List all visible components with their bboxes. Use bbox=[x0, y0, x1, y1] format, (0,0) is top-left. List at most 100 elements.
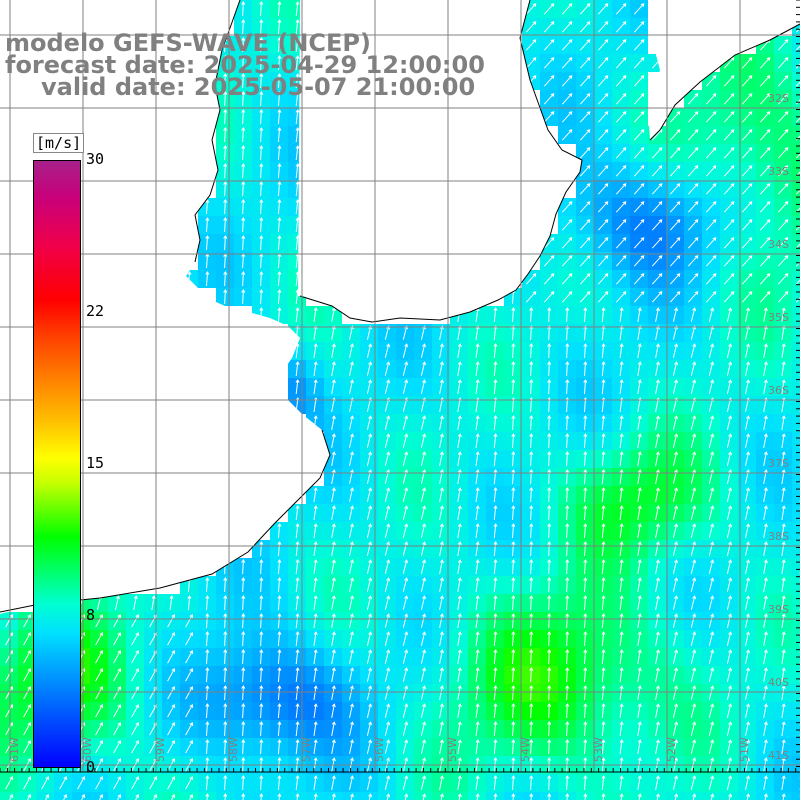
wind-arrow bbox=[619, 577, 624, 592]
wind-arrow bbox=[726, 379, 733, 394]
wind-arrow bbox=[619, 469, 624, 484]
wind-arrow bbox=[579, 291, 591, 303]
wind-arrow bbox=[777, 165, 789, 177]
wind-arrow bbox=[98, 794, 104, 800]
wind-arrow bbox=[475, 703, 480, 718]
wind-arrow bbox=[708, 721, 715, 736]
wind-arrow bbox=[637, 703, 642, 718]
wind-arrow bbox=[655, 523, 660, 538]
wind-arrow bbox=[420, 595, 427, 610]
wind-arrow bbox=[690, 487, 697, 502]
wind-arrow bbox=[672, 667, 679, 682]
wind-arrow bbox=[439, 775, 444, 790]
wind-arrow bbox=[633, 39, 645, 51]
wind-arrow bbox=[726, 451, 733, 466]
wind-arrow bbox=[705, 93, 717, 105]
wind-arrow bbox=[241, 235, 246, 251]
wind-arrow bbox=[295, 649, 300, 665]
wind-arrow bbox=[23, 776, 32, 790]
wind-arrow bbox=[745, 775, 750, 790]
wind-arrow bbox=[601, 721, 606, 737]
wind-arrow bbox=[579, 3, 591, 15]
wind-arrow bbox=[565, 577, 570, 593]
wind-arrow bbox=[547, 451, 552, 467]
wind-arrow bbox=[579, 147, 591, 159]
wind-arrow bbox=[651, 183, 663, 195]
wind-arrow bbox=[690, 469, 697, 484]
wind-arrow bbox=[134, 794, 140, 800]
wind-arrow bbox=[277, 289, 282, 305]
wind-arrow bbox=[95, 704, 104, 718]
wind-arrow bbox=[655, 577, 660, 592]
wind-arrow bbox=[457, 505, 462, 520]
wind-arrow bbox=[615, 39, 627, 51]
wind-cell bbox=[144, 792, 162, 800]
wind-cell bbox=[792, 36, 800, 54]
longitude-label: 53W bbox=[592, 737, 605, 762]
wind-arrow bbox=[777, 219, 789, 231]
wind-arrow bbox=[420, 325, 427, 340]
wind-cell bbox=[792, 702, 800, 720]
wind-arrow bbox=[687, 255, 699, 267]
wind-arrow bbox=[565, 649, 570, 665]
wind-arrow bbox=[795, 243, 800, 249]
wind-arrow bbox=[259, 1, 264, 17]
wind-arrow bbox=[5, 632, 14, 646]
wind-arrow bbox=[402, 595, 409, 610]
wind-arrow bbox=[241, 91, 246, 107]
wind-arrow bbox=[529, 595, 534, 611]
wind-arrow bbox=[795, 207, 800, 213]
wind-arrow bbox=[655, 451, 660, 466]
wind-arrow bbox=[402, 451, 409, 466]
wind-cell bbox=[792, 126, 800, 144]
wind-arrow bbox=[475, 721, 480, 736]
wind-arrow bbox=[402, 613, 409, 628]
wind-arrow bbox=[420, 685, 427, 700]
wind-cell bbox=[792, 216, 800, 234]
wind-arrow bbox=[708, 415, 715, 430]
wind-arrow bbox=[241, 217, 246, 233]
wind-arrow bbox=[726, 343, 733, 358]
wind-arrow bbox=[637, 307, 642, 322]
wind-arrow bbox=[615, 201, 627, 213]
wind-cell bbox=[18, 792, 36, 800]
wind-arrow bbox=[95, 776, 104, 790]
wind-arrow bbox=[615, 165, 627, 177]
latitude-label: 37S bbox=[768, 457, 789, 470]
wind-arrow bbox=[655, 613, 660, 628]
wind-arrow bbox=[619, 559, 624, 574]
wind-arrow bbox=[583, 541, 588, 557]
wind-arrow bbox=[726, 667, 733, 682]
wind-arrow bbox=[259, 685, 264, 701]
latitude-label: 39S bbox=[768, 603, 789, 616]
wind-arrow bbox=[708, 379, 715, 394]
wind-arrow bbox=[493, 685, 498, 701]
wind-arrow bbox=[277, 793, 282, 800]
wind-arrow bbox=[777, 201, 789, 213]
wind-arrow bbox=[655, 631, 660, 646]
wind-arrow bbox=[366, 361, 373, 376]
colorbar-unit: [m/s] bbox=[33, 133, 85, 153]
wind-arrow bbox=[601, 469, 606, 485]
wind-arrow bbox=[366, 721, 373, 736]
wind-arrow bbox=[170, 794, 176, 800]
wind-arrow bbox=[384, 361, 391, 376]
wind-arrow bbox=[726, 577, 733, 592]
wind-arrow bbox=[745, 739, 750, 754]
wind-arrow bbox=[633, 255, 645, 267]
wind-arrow bbox=[583, 487, 588, 503]
wind-arrow bbox=[384, 523, 391, 538]
wind-arrow bbox=[113, 722, 122, 736]
wind-arrow bbox=[277, 541, 282, 557]
wind-arrow bbox=[795, 261, 800, 267]
wind-arrow bbox=[547, 505, 552, 521]
wind-arrow bbox=[633, 165, 645, 177]
wind-arrow bbox=[475, 631, 480, 646]
wind-arrow bbox=[615, 21, 627, 33]
wind-arrow bbox=[763, 487, 768, 502]
wind-arrow bbox=[313, 739, 318, 754]
latitude-label: 40S bbox=[768, 676, 789, 689]
wind-arrow bbox=[763, 415, 768, 430]
wind-arrow bbox=[795, 117, 800, 123]
wind-arrow bbox=[726, 415, 733, 430]
